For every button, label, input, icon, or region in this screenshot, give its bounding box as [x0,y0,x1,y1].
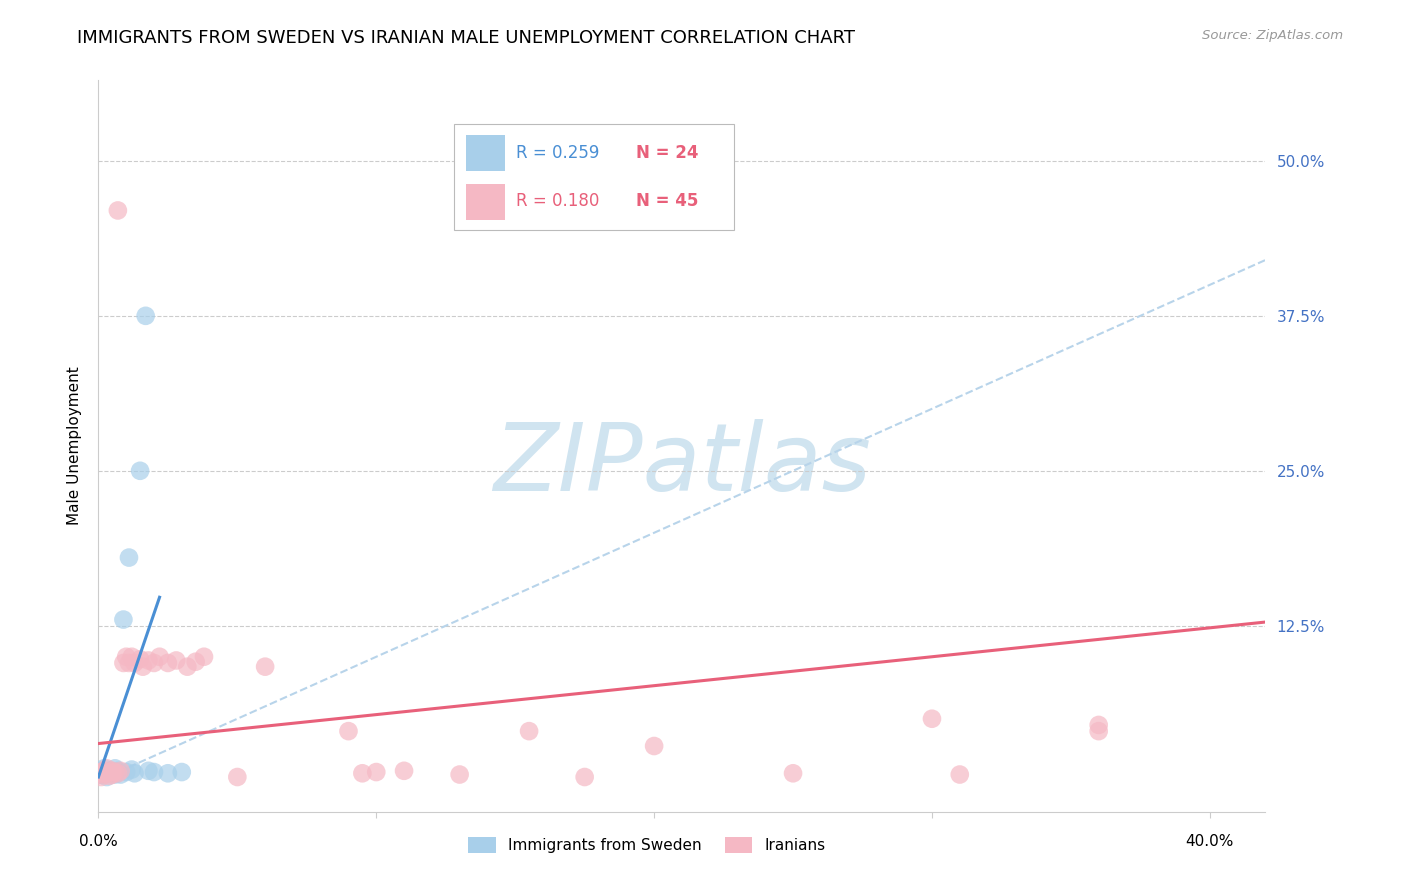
Point [949,767,972,781]
Point [104,765,127,780]
Point [115,649,138,664]
Legend: Immigrants from Sweden, Iranians: Immigrants from Sweden, Iranians [463,830,831,859]
Point [392,764,415,778]
Point [98,765,121,780]
Point [124,656,146,670]
Point [132,659,155,673]
Point [366,765,388,780]
Point [101,764,124,778]
Point [107,764,129,778]
Point [118,656,141,670]
Point [184,655,207,669]
Text: ZIPatlas: ZIPatlas [494,418,870,510]
Point [121,763,143,777]
Point [110,767,132,781]
Point [165,653,187,667]
Point [449,767,471,781]
Point [90,765,112,780]
Point [101,767,124,781]
Text: Source: ZipAtlas.com: Source: ZipAtlas.com [1202,29,1343,43]
Point [143,656,166,670]
Point [1087,724,1109,739]
Point [107,766,129,780]
Point [87,767,110,781]
Point [104,761,127,775]
Point [352,766,374,780]
Point [93,761,115,775]
Point [90,767,112,781]
Point [135,309,157,323]
Point [115,765,138,780]
Point [112,613,135,627]
Point [129,464,152,478]
Point [148,649,170,664]
Point [254,659,277,673]
Point [90,770,112,784]
Point [138,653,160,667]
Point [193,649,215,664]
Point [143,765,166,780]
Point [574,770,596,784]
Point [93,764,115,778]
Point [176,659,198,673]
Point [107,203,129,218]
Point [110,764,132,778]
Point [517,724,540,739]
Point [156,656,179,670]
Point [921,712,943,726]
Point [226,770,249,784]
Point [90,764,112,778]
Point [104,767,127,781]
Point [96,766,118,780]
Point [129,652,152,666]
Point [101,765,124,780]
Text: 0.0%: 0.0% [79,834,118,849]
Point [98,764,121,778]
Point [121,649,143,664]
Point [96,770,118,784]
Text: 40.0%: 40.0% [1185,834,1234,849]
Point [138,764,160,778]
Point [643,739,665,753]
Point [118,550,141,565]
Point [782,766,804,780]
Text: IMMIGRANTS FROM SWEDEN VS IRANIAN MALE UNEMPLOYMENT CORRELATION CHART: IMMIGRANTS FROM SWEDEN VS IRANIAN MALE U… [77,29,855,47]
Point [96,766,118,780]
Point [93,767,115,781]
Point [337,724,360,739]
Point [87,767,110,781]
Point [98,769,121,783]
Point [170,765,193,780]
Point [156,766,179,780]
Point [1087,718,1109,732]
Point [112,656,135,670]
Y-axis label: Male Unemployment: Male Unemployment [66,367,82,525]
Point [96,761,118,775]
Point [93,765,115,780]
Point [124,766,146,780]
